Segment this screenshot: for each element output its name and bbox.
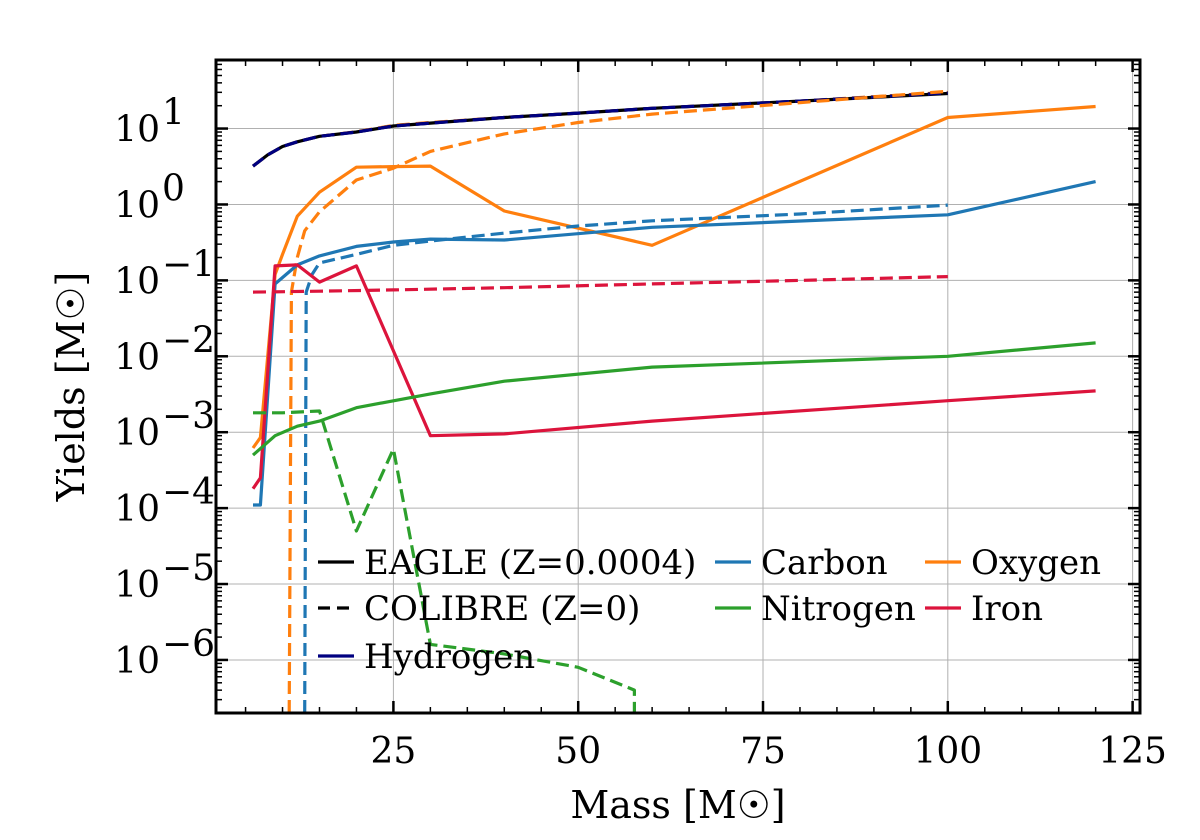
y-tick-label: 10	[114, 110, 160, 151]
carbon-eagle-line	[253, 180, 1096, 507]
oxygen-eagle-line	[251, 104, 1096, 449]
y-tick-label: 10	[114, 641, 160, 682]
iron-colibre-line	[252, 275, 948, 294]
y-tick-exponent: −6	[162, 624, 215, 665]
grid	[216, 60, 1140, 713]
hydrogen-colibre-line	[252, 90, 948, 168]
legend-label: Hydrogen	[364, 637, 535, 677]
y-tick-base: 10	[114, 337, 160, 378]
y-tick-exponent: 0	[162, 168, 185, 209]
axis-ticks	[216, 59, 1140, 714]
y-tick-base: 10	[114, 489, 160, 530]
y-tick-exponent: −4	[162, 472, 215, 513]
y-tick-exponent: −5	[162, 548, 215, 589]
y-axis-label: Yields [M☉]	[49, 272, 93, 503]
x-tick-label: 100	[913, 731, 982, 772]
y-tick-exponent: −3	[162, 396, 215, 437]
legend-label: Nitrogen	[761, 589, 916, 629]
legend-label: Oxygen	[971, 543, 1101, 583]
legend-label: COLIBRE (Z=0)	[364, 589, 640, 629]
legend-label: EAGLE (Z=0.0004)	[364, 543, 696, 583]
nitrogen-eagle-line	[251, 341, 1096, 457]
y-tick-label: 10	[114, 261, 160, 302]
y-tick-base: 10	[114, 565, 160, 606]
hydrogen-colibre-line	[252, 91, 948, 168]
y-tick-base: 10	[114, 413, 160, 454]
y-tick-base: 10	[114, 110, 160, 151]
series-lines	[251, 89, 1096, 714]
y-tick-exponent: 1	[162, 93, 185, 134]
y-tick-base: 10	[114, 185, 160, 226]
y-tick-exponent: −2	[162, 320, 215, 361]
x-tick-label: 125	[1098, 731, 1167, 772]
y-tick-exponent: −1	[162, 244, 215, 285]
y-tick-label: 10	[114, 413, 160, 454]
nitrogen-colibre-line	[253, 409, 637, 713]
y-tick-base: 10	[114, 641, 160, 682]
x-tick-label: 75	[740, 731, 786, 772]
legend-label: Carbon	[761, 543, 888, 583]
y-tick-label: 10	[114, 185, 160, 226]
y-tick-label: 10	[114, 337, 160, 378]
iron-eagle-line	[251, 263, 1096, 490]
y-tick-base: 10	[114, 261, 160, 302]
legend: EAGLE (Z=0.0004) COLIBRE (Z=0) Hydrogen Car…	[318, 543, 1101, 677]
x-tick-label: 25	[371, 731, 417, 772]
x-tick-label: 50	[555, 731, 601, 772]
legend-label: Iron	[971, 589, 1043, 629]
y-tick-label: 10	[114, 489, 160, 530]
x-axis-label: Mass [M☉]	[570, 783, 785, 827]
hydrogen-eagle-line	[252, 91, 948, 168]
y-tick-label: 10	[114, 565, 160, 606]
